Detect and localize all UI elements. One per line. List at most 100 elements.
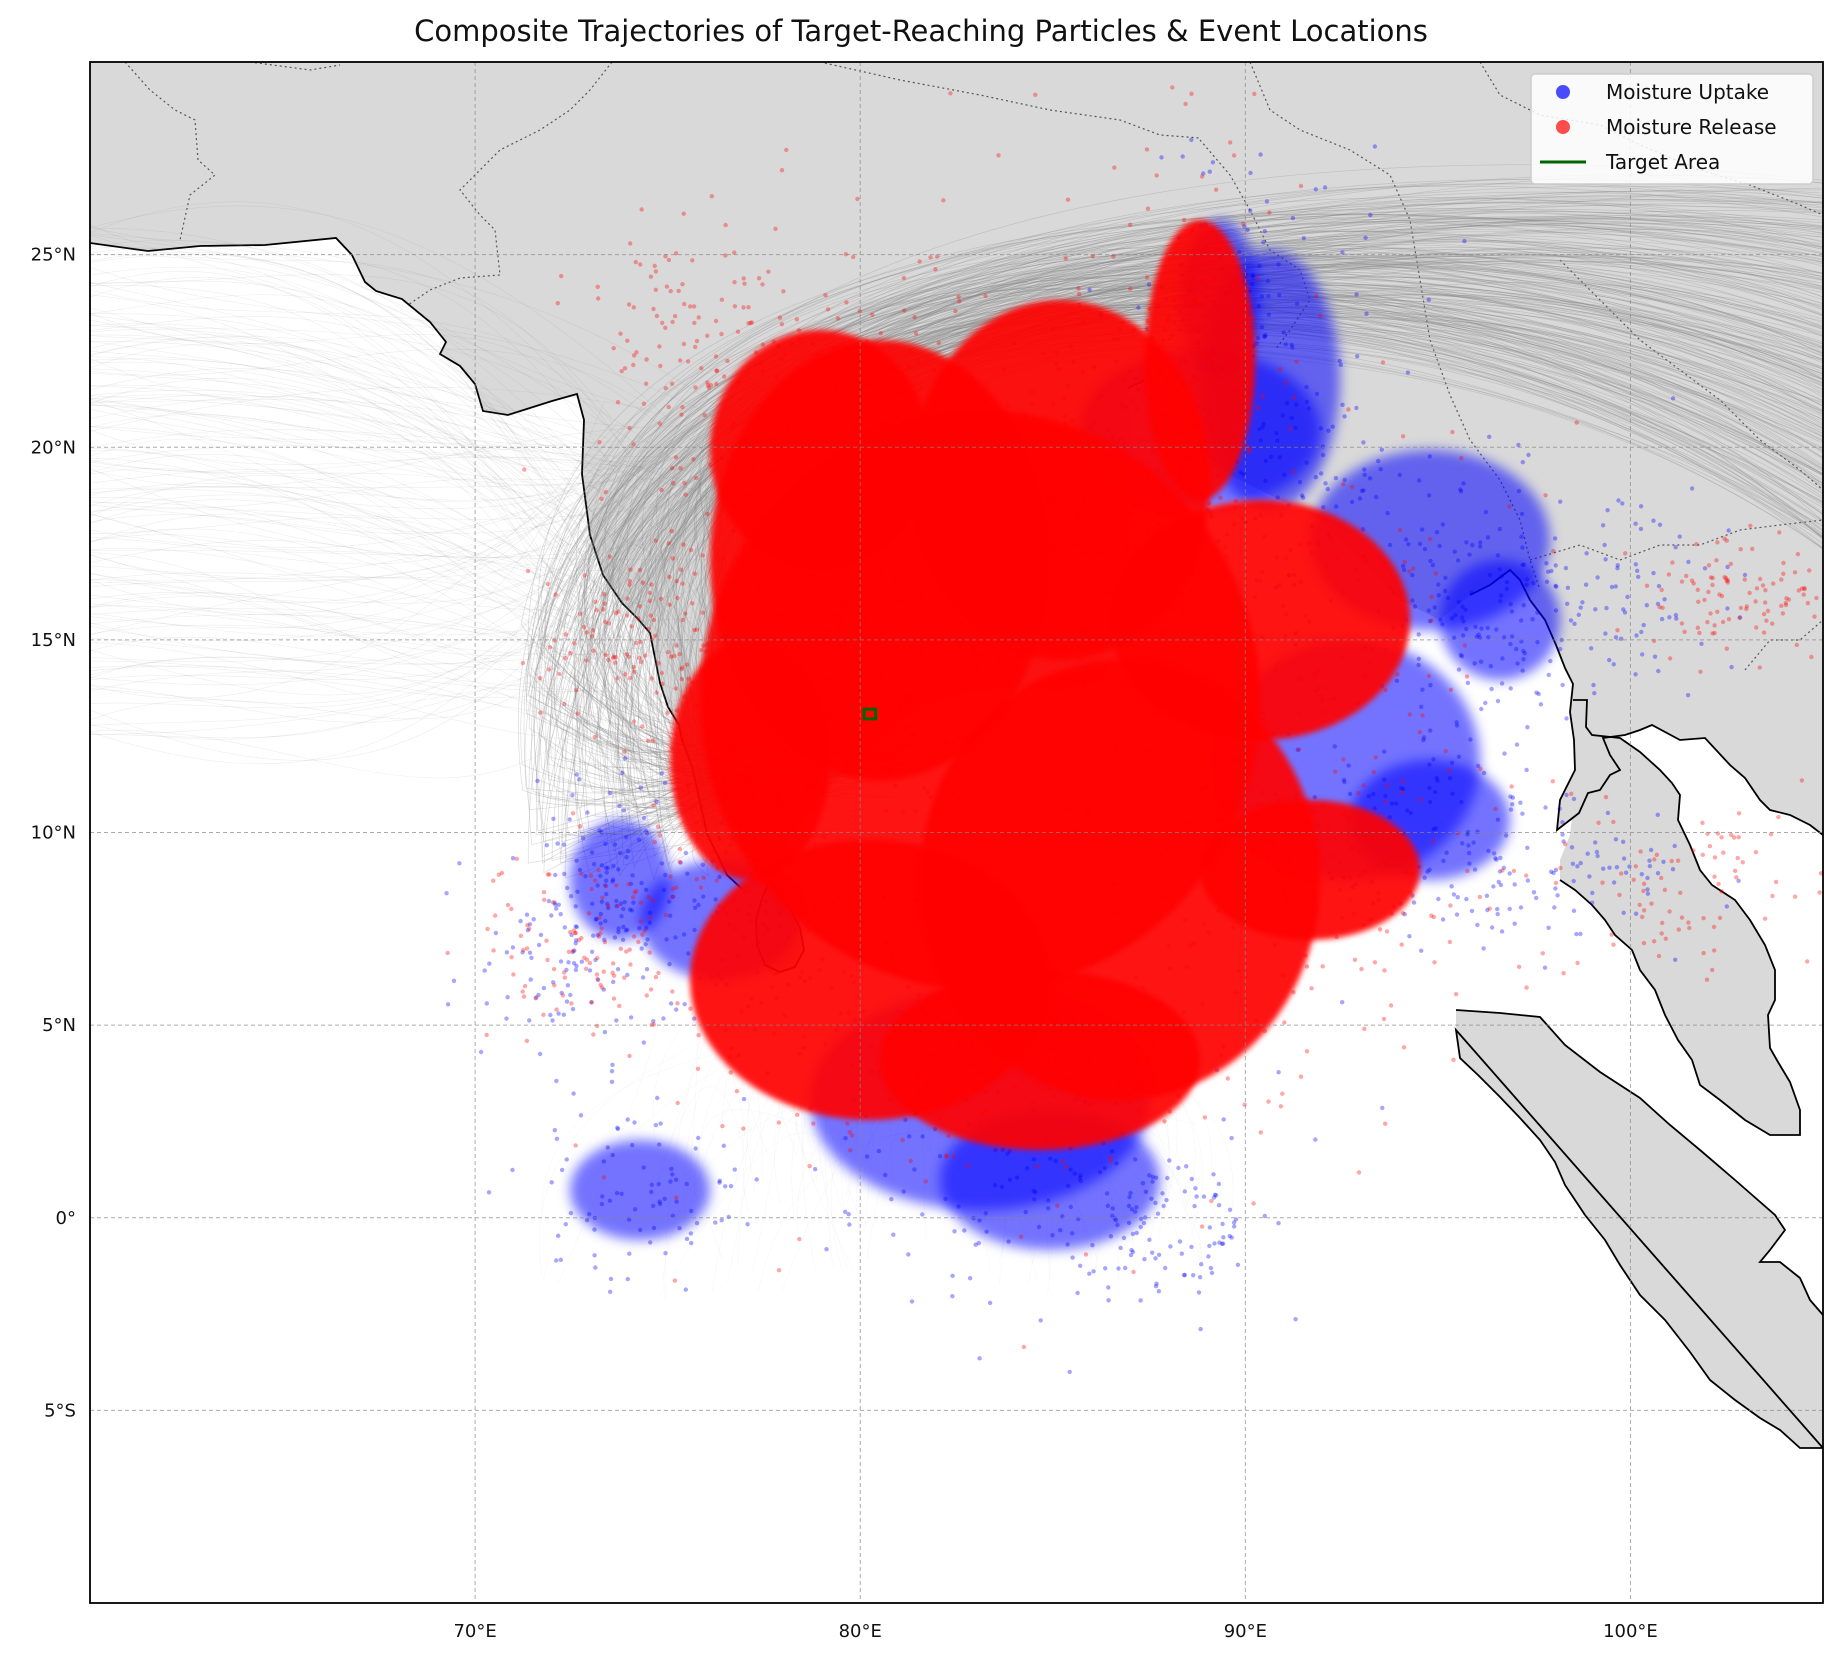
event-point (645, 831, 650, 836)
trajectory-line (90, 497, 705, 637)
event-point (929, 1053, 935, 1058)
event-point (1519, 618, 1524, 623)
event-point (1440, 522, 1446, 527)
event-point (1120, 320, 1125, 325)
event-point (1704, 977, 1710, 982)
event-point (878, 330, 883, 336)
event-point (682, 694, 687, 699)
event-point (579, 935, 584, 941)
event-point (705, 383, 711, 388)
event-point (1383, 793, 1388, 799)
event-point (1500, 868, 1505, 873)
event-point (1089, 978, 1094, 983)
event-point (943, 950, 949, 955)
event-point (1330, 424, 1335, 429)
event-point (1540, 951, 1546, 956)
event-point (832, 750, 837, 756)
event-point (1400, 779, 1405, 784)
event-point (1157, 713, 1162, 718)
event-point (1426, 608, 1432, 613)
event-point (773, 226, 778, 231)
event-point (1516, 964, 1522, 969)
event-point (594, 916, 599, 922)
event-point (1686, 559, 1691, 565)
event-point (574, 858, 579, 863)
event-point (579, 871, 584, 876)
event-point (1459, 455, 1464, 461)
event-point (642, 928, 647, 933)
event-point (1226, 765, 1231, 771)
event-point (1648, 847, 1654, 853)
event-point (1407, 934, 1412, 939)
event-point (1524, 985, 1529, 990)
event-point (1574, 420, 1579, 425)
event-point (1290, 215, 1296, 221)
event-point (1087, 1102, 1093, 1108)
event-point (1315, 667, 1321, 673)
trajectory-line (90, 424, 702, 503)
event-point (681, 542, 686, 547)
event-point (1641, 881, 1647, 886)
event-point (1389, 911, 1394, 916)
event-point (1189, 91, 1194, 97)
event-point (552, 900, 557, 905)
event-point (961, 900, 966, 905)
event-point (571, 961, 577, 966)
event-point (1641, 908, 1647, 913)
trajectory-line (90, 422, 618, 699)
event-point (1112, 674, 1118, 679)
event-point (1266, 312, 1272, 317)
trajectory-line (90, 398, 713, 719)
event-point (786, 533, 791, 538)
event-point (786, 589, 791, 594)
event-point (622, 900, 627, 905)
event-point (714, 381, 719, 387)
event-point (887, 1035, 893, 1041)
event-point (845, 671, 851, 676)
event-point (996, 656, 1001, 661)
event-point (1045, 1022, 1051, 1027)
event-point (837, 586, 842, 591)
event-point (1295, 822, 1300, 827)
event-point (621, 906, 626, 912)
event-point (1168, 1244, 1173, 1249)
event-point (598, 931, 603, 936)
event-point (1248, 208, 1253, 213)
event-point (1259, 325, 1265, 330)
event-point (1578, 931, 1583, 937)
event-point (558, 1257, 563, 1263)
event-point (898, 491, 903, 496)
event-point (1426, 673, 1432, 679)
event-point (1638, 526, 1644, 532)
event-point (979, 1012, 985, 1017)
event-point (1183, 101, 1188, 107)
event-point (1150, 1018, 1156, 1023)
event-point (844, 524, 849, 529)
event-point (1009, 938, 1014, 943)
trajectory-line (90, 358, 704, 723)
event-point (1072, 543, 1078, 548)
trajectory-line (555, 214, 1823, 761)
event-point (1313, 474, 1319, 480)
event-point (1189, 137, 1194, 142)
event-point (655, 824, 661, 829)
event-point (1103, 1266, 1108, 1271)
trajectory-line (90, 441, 649, 581)
event-point (625, 972, 630, 978)
event-point (1154, 447, 1159, 452)
event-point (1342, 477, 1347, 483)
event-point (749, 510, 754, 515)
event-point (1736, 878, 1741, 883)
event-point (1459, 615, 1465, 620)
border-pakistan-india (124, 62, 216, 241)
event-point (582, 573, 587, 578)
event-point (651, 1225, 657, 1231)
release-density (1200, 800, 1420, 940)
event-point (797, 336, 802, 342)
event-point (1616, 498, 1621, 503)
event-point (573, 930, 578, 936)
event-point (1306, 541, 1312, 546)
event-point (983, 1211, 988, 1216)
event-point (1168, 713, 1174, 718)
event-point (1400, 563, 1406, 569)
